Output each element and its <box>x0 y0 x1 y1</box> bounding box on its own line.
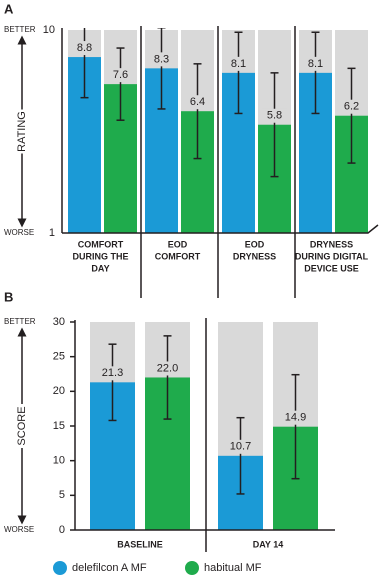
error-bar <box>236 416 245 495</box>
value-label: 8.8 <box>77 42 92 54</box>
x-tick-label: DURING DIGITAL <box>295 251 369 261</box>
y-tick-label: 30 <box>53 316 65 328</box>
value-label: 10.7 <box>230 441 251 453</box>
value-label: 21.3 <box>102 367 123 379</box>
y-tick-label: 15 <box>53 420 65 432</box>
plot-area <box>68 28 368 233</box>
error-bar <box>234 31 243 115</box>
error-bar <box>80 28 89 99</box>
y-tick-label: 20 <box>53 385 65 397</box>
panel-label: B <box>4 289 13 304</box>
y-bottom-label: WORSE <box>4 228 34 237</box>
x-axis <box>62 224 379 234</box>
legend-label: delefilcon A MF <box>72 562 147 574</box>
error-bar <box>157 28 166 110</box>
y-label-bg <box>15 109 29 154</box>
error-bar <box>347 67 356 164</box>
y-tick-label: 0 <box>59 524 65 536</box>
error-bar <box>116 47 125 121</box>
x-tick-label: COMFORT <box>78 239 124 249</box>
value-label: 22.0 <box>157 362 178 374</box>
x-tick-label: EOD <box>168 239 188 249</box>
value-label-bg <box>227 439 254 454</box>
y-bottom-label: WORSE <box>4 525 34 534</box>
value-label-bg <box>154 361 181 376</box>
value-label: 8.3 <box>154 53 169 65</box>
value-label: 14.9 <box>285 412 306 424</box>
y-tick-label: 25 <box>53 351 65 363</box>
value-label: 6.4 <box>190 96 205 108</box>
value-label-bg <box>225 56 252 71</box>
y-tick-label: 10 <box>53 455 65 467</box>
value-label-bg <box>282 410 309 425</box>
x-tick-label: DAY <box>91 263 109 273</box>
error-bar <box>311 31 320 115</box>
x-tick-label: DRYNESS <box>310 239 353 249</box>
x-tick-label: DRYNESS <box>233 251 276 261</box>
value-label: 6.2 <box>344 101 359 113</box>
value-label-bg <box>107 68 134 83</box>
error-bar <box>163 335 172 420</box>
value-label: 8.1 <box>308 58 323 70</box>
y-axis-label: SCORE <box>16 406 28 445</box>
error-bar <box>193 63 202 160</box>
plot-area <box>90 322 318 530</box>
y-label-bg <box>15 404 29 448</box>
value-label-bg <box>99 366 126 381</box>
y-tick-label: 5 <box>59 489 65 501</box>
legend-label: habitual MF <box>204 562 262 574</box>
y-axis-label: RATING <box>16 111 28 152</box>
value-label-bg <box>184 95 211 110</box>
value-label-bg <box>338 99 365 114</box>
error-bar <box>270 72 279 178</box>
value-label: 5.8 <box>267 110 282 122</box>
x-tick-label: DEVICE USE <box>304 263 359 273</box>
legend-swatch <box>53 561 67 575</box>
value-label-bg <box>302 56 329 71</box>
value-label-bg <box>71 41 98 56</box>
x-tick-label: BASELINE <box>117 539 163 549</box>
error-bar <box>291 373 300 480</box>
value-label-bg <box>148 52 175 67</box>
y-top-label: BETTER <box>4 25 36 34</box>
value-label: 8.1 <box>231 58 246 70</box>
y-tick-label: 1 <box>49 227 55 239</box>
x-tick-label: COMFORT <box>155 251 201 261</box>
y-top-label: BETTER <box>4 317 36 326</box>
x-tick-label: DAY 14 <box>253 539 284 549</box>
x-tick-label: DURING THE <box>73 251 129 261</box>
panel-label: A <box>4 1 14 16</box>
value-label: 7.6 <box>113 69 128 81</box>
error-bar <box>108 343 117 422</box>
x-tick-label: EOD <box>245 239 265 249</box>
value-label-bg <box>261 108 288 123</box>
legend-swatch <box>185 561 199 575</box>
y-tick-label: 10 <box>43 24 55 36</box>
